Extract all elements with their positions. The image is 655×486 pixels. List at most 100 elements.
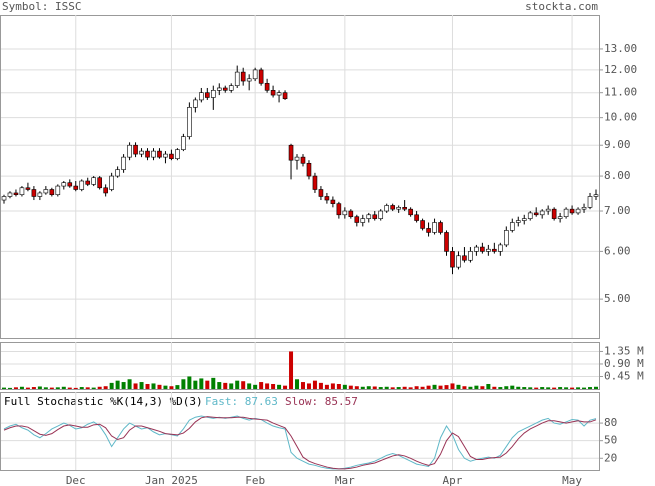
candle-body	[264, 83, 270, 91]
volume-bar	[211, 377, 216, 389]
candle-body	[504, 230, 509, 246]
candle-body	[276, 92, 282, 96]
candle-body	[169, 153, 174, 159]
candle-body	[557, 216, 563, 219]
candle-body	[228, 85, 234, 91]
volume-bar	[259, 382, 264, 389]
volume-bar	[588, 387, 593, 389]
volume-bar	[594, 386, 598, 389]
volume-bar	[438, 385, 443, 389]
candle-body	[133, 144, 138, 155]
candle-body	[360, 218, 366, 223]
candle-body	[37, 192, 43, 197]
volume-bar	[522, 387, 527, 389]
y-tick-label: 12.00	[604, 63, 637, 76]
volume-bar	[223, 382, 228, 389]
volume-bar	[151, 383, 156, 389]
x-tick-label: Dec	[66, 474, 86, 486]
candle-body	[581, 207, 587, 210]
volume-bar	[300, 382, 305, 389]
y-tick-label: 7.00	[604, 204, 631, 217]
y-tick-label: 9.00	[604, 138, 631, 151]
y-tick-label: 13.00	[604, 42, 637, 55]
volume-bar	[247, 383, 252, 389]
volume-bar	[31, 387, 36, 389]
candle-body	[354, 216, 360, 223]
candle-body	[67, 182, 73, 187]
candle-body	[85, 180, 91, 185]
candle-body	[474, 246, 479, 252]
volume-bar	[552, 387, 557, 389]
volume-bar	[265, 383, 270, 389]
candle-body	[515, 220, 521, 223]
candle-body	[288, 144, 294, 161]
candle-body	[318, 189, 324, 197]
volume-bar	[324, 384, 329, 389]
volume-bar	[384, 386, 389, 389]
stochastic-title: Full Stochastic %K(14,3) %D(3)	[4, 395, 203, 408]
volume-bar	[330, 383, 335, 389]
y-tick-label: 11.00	[604, 86, 637, 99]
candle-body	[234, 71, 240, 86]
volume-bar	[181, 379, 186, 389]
volume-bar	[516, 386, 521, 389]
volume-bar	[295, 379, 300, 389]
volume-bar	[426, 385, 431, 389]
volume-bar	[61, 386, 66, 389]
volume-bar	[534, 387, 539, 389]
volume-bar	[456, 384, 461, 389]
candle-body	[300, 156, 306, 164]
volume-bar	[193, 380, 198, 389]
x-tick-label: Mar	[335, 474, 355, 486]
legend-label: Fast: 87.63	[205, 395, 278, 408]
candle-body	[139, 150, 144, 155]
legend-label: Slow: 85.57	[285, 395, 358, 408]
y-tick-label: 80	[604, 416, 617, 429]
volume-bar	[558, 387, 563, 389]
candle-body	[563, 208, 569, 217]
stochastic-panel-frame	[0, 392, 600, 471]
price-panel-frame	[0, 15, 600, 339]
candle-body	[366, 214, 372, 219]
candle-body	[587, 196, 593, 208]
candle-body	[187, 107, 192, 137]
volume-bar	[420, 386, 425, 389]
candle-body	[569, 208, 575, 214]
candle-body	[432, 222, 437, 233]
candle-body	[498, 244, 503, 252]
volume-bar	[498, 387, 503, 389]
volume-bar	[582, 387, 587, 389]
candle-body	[151, 150, 156, 158]
candle-body	[408, 208, 413, 216]
x-tick-label: Apr	[443, 474, 463, 486]
volume-bar	[528, 387, 533, 389]
candle-body	[486, 248, 491, 252]
volume-bar	[55, 387, 60, 389]
y-tick-label: 6.00	[604, 244, 631, 257]
volume-bar	[49, 387, 54, 389]
volume-bar	[229, 383, 234, 389]
volume-bar	[133, 383, 138, 389]
candle-body	[468, 251, 473, 261]
volume-bar	[576, 387, 581, 389]
volume-bar	[390, 387, 395, 389]
candle-body	[252, 69, 258, 80]
candle-body	[324, 196, 330, 201]
volume-bar	[253, 384, 258, 389]
candle-body	[521, 218, 527, 221]
candle-body	[145, 150, 150, 158]
y-tick-label: 50	[604, 434, 617, 447]
candle-body	[539, 210, 545, 216]
candle-body	[210, 90, 216, 98]
x-tick-label: May	[562, 474, 582, 486]
volume-bar	[277, 384, 282, 389]
candle-body	[240, 71, 246, 82]
candle-body	[199, 92, 204, 101]
y-tick-label: 0.90 M	[604, 357, 644, 370]
candle-body	[533, 212, 539, 216]
candle-body	[426, 228, 431, 233]
candle-body	[348, 210, 354, 217]
candle-body	[438, 222, 443, 233]
volume-bar	[402, 386, 407, 389]
y-tick-label: 8.00	[604, 169, 631, 182]
